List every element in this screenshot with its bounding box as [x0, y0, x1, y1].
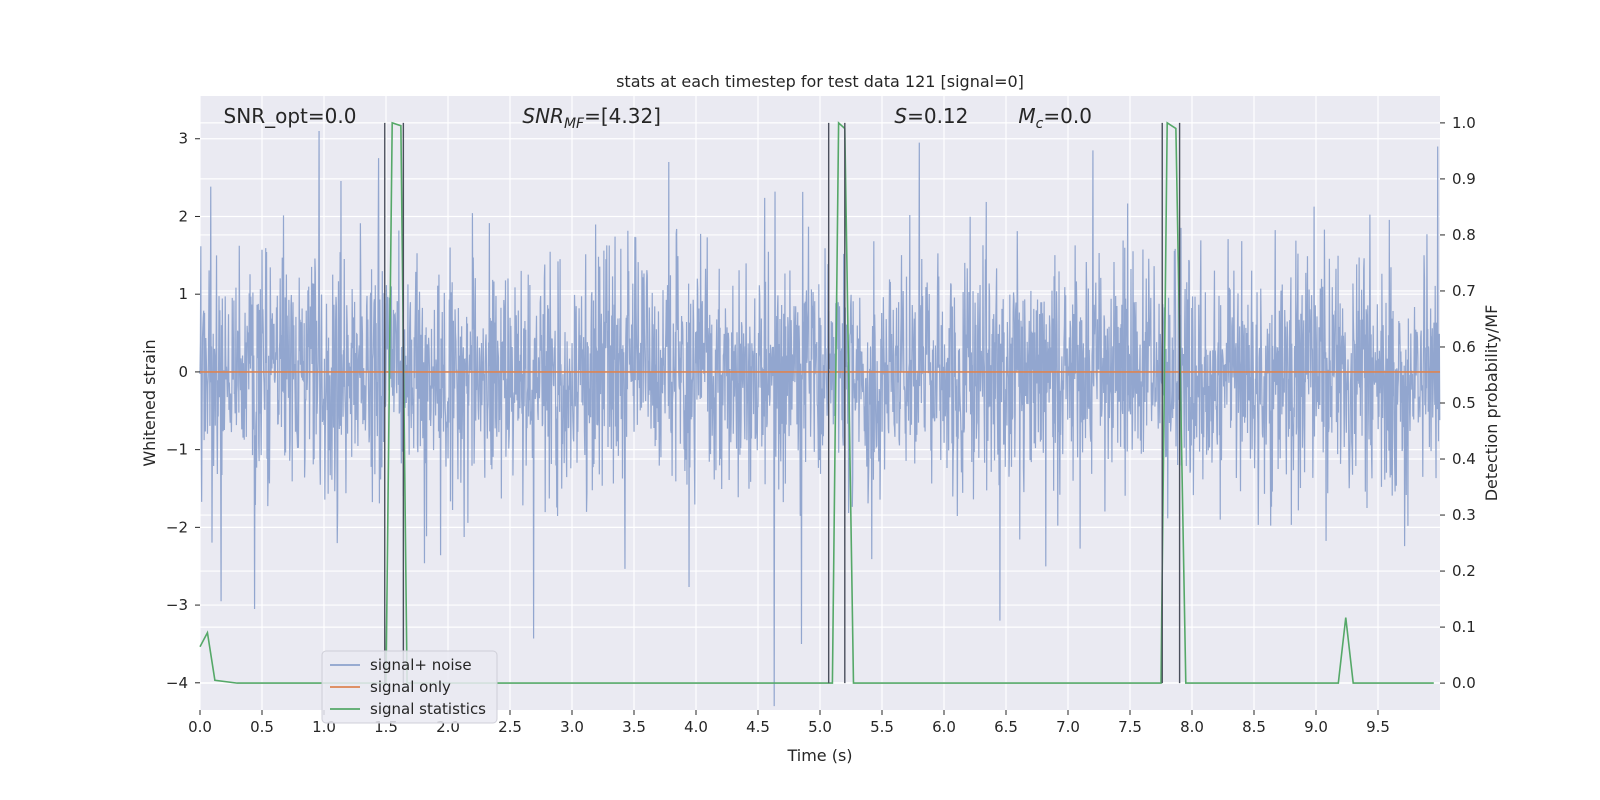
- y-tick-label: 2: [178, 207, 188, 225]
- y2-tick-label: 0.7: [1452, 282, 1476, 300]
- series-line-3: [199, 121, 1434, 684]
- annotation: Mc=0.0: [1018, 104, 1092, 132]
- y2-axis-ticks: 0.0 0.1 0.2 0.3 0.4 0.5 0.6 0.7 0.8 0.9 1.0: [1440, 114, 1476, 692]
- x-tick-label: 6.0: [932, 718, 956, 736]
- y-tick-label: −4: [166, 674, 188, 692]
- y2-tick-label: 0.9: [1452, 170, 1476, 188]
- annotation-suffix: =0.0: [1043, 104, 1092, 128]
- y2-tick-label: 1.0: [1452, 114, 1476, 132]
- x-tick-label: 5.0: [808, 718, 832, 736]
- x-tick-label: 4.0: [684, 718, 708, 736]
- y2-tick-label: 0.1: [1452, 618, 1476, 636]
- annotation: S=0.12: [894, 104, 968, 128]
- x-tick-label: 5.5: [870, 718, 894, 736]
- x-tick-label: 4.5: [746, 718, 770, 736]
- vlines-layer: [384, 122, 1181, 684]
- y2-tick-label: 0.2: [1452, 562, 1476, 580]
- annotation-suffix: =[4.32]: [584, 104, 661, 128]
- y2-tick-label: 0.8: [1452, 226, 1476, 244]
- y-axis-label: Whitened strain: [140, 339, 159, 466]
- y2-tick-label: 0.6: [1452, 338, 1476, 356]
- annotations: SNR_opt=0.0 SNRMF=[4.32] S=0.12 Mc=0.0: [224, 104, 1092, 132]
- x-tick-label: 2.5: [498, 718, 522, 736]
- x-tick-label: 8.5: [1242, 718, 1266, 736]
- legend-box: [321, 650, 498, 724]
- x-tick-label: 0.5: [250, 718, 274, 736]
- x-tick-label: 0.0: [188, 718, 212, 736]
- y2-tick-label: 0.0: [1452, 674, 1476, 692]
- x-tick-label: 9.0: [1304, 718, 1328, 736]
- annotation-main: SNR: [522, 104, 564, 128]
- x-tick-label: 3.5: [622, 718, 646, 736]
- annotation-sub: MF: [564, 116, 585, 132]
- x-axis-ticks: 0.0 0.5 1.0 1.5 2.0 2.5 3.0 3.5 4.0 4.5 5.0 5.5 6.0 6…: [188, 710, 1390, 736]
- y-tick-label: −2: [166, 518, 188, 536]
- legend-label: signal+ noise: [370, 656, 472, 674]
- x-tick-label: 8.0: [1180, 718, 1204, 736]
- x-axis-label: Time (s): [786, 746, 852, 765]
- x-tick-label: 3.0: [560, 718, 584, 736]
- y-tick-label: 0: [178, 363, 188, 381]
- y2-axis-label: Detection probability/MF: [1482, 305, 1501, 502]
- legend: signal+ noise signal only signal statistic…: [321, 650, 498, 724]
- y2-tick-label: 0.3: [1452, 506, 1476, 524]
- annotation-main: SNR_opt=0.0: [224, 104, 357, 128]
- annotation-main: M: [1018, 104, 1035, 128]
- annotation-suffix: =0.12: [907, 104, 968, 128]
- y-tick-label: −3: [166, 596, 188, 614]
- y2-tick-label: 0.4: [1452, 450, 1476, 468]
- lines-layer: [199, 121, 1440, 684]
- y-tick-label: 1: [178, 285, 188, 303]
- annotation: SNR_opt=0.0: [224, 104, 357, 128]
- y-tick-label: −1: [166, 441, 188, 459]
- legend-label: signal only: [370, 678, 451, 696]
- legend-label: signal statistics: [370, 700, 486, 718]
- y-axis-ticks: −4 −3 −2 −1 0 1 2 3: [166, 130, 200, 692]
- annotation: SNRMF=[4.32]: [522, 104, 661, 132]
- annotation-main: S: [894, 104, 907, 128]
- chart-title: stats at each timestep for test data 121…: [616, 72, 1024, 91]
- y2-tick-label: 0.5: [1452, 394, 1476, 412]
- x-tick-label: 7.5: [1118, 718, 1142, 736]
- y-tick-label: 3: [178, 130, 188, 148]
- x-tick-label: 7.0: [1056, 718, 1080, 736]
- x-tick-label: 6.5: [994, 718, 1018, 736]
- annotation-sub: c: [1036, 116, 1044, 132]
- x-tick-label: 9.5: [1366, 718, 1390, 736]
